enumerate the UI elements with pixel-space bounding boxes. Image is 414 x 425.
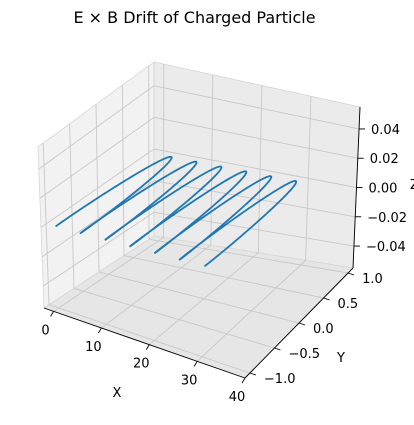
z-axis-title: Z: [410, 178, 414, 193]
x-axis-title: X: [113, 386, 122, 401]
gridline-y-floor: [48, 304, 251, 374]
gridline-y-floor: [98, 271, 300, 324]
gridline-z-left: [41, 180, 155, 258]
y-tick: [298, 322, 306, 326]
gridline-y-floor: [148, 238, 349, 274]
x-tick: [241, 377, 246, 384]
gridline-z-back: [153, 116, 358, 159]
gridline-z-back: [153, 85, 360, 130]
y-tick: [274, 347, 281, 351]
y-tick: [347, 272, 355, 276]
z-tick-label: −0.04: [366, 240, 406, 255]
chart-title: E × B Drift of Charged Particle: [73, 8, 316, 27]
y-tick-label: 0.5: [338, 297, 359, 312]
x-tick: [145, 344, 150, 350]
x-axis-line: [43, 307, 246, 379]
gridline-y-floor: [123, 255, 324, 299]
y-tick: [249, 372, 257, 376]
y-axis-title: Y: [336, 351, 345, 366]
x-tick: [50, 311, 54, 317]
x-tick-label: 10: [85, 340, 102, 355]
z-tick-label: 0.00: [369, 182, 398, 197]
y-tick-label: −1.0: [264, 372, 296, 387]
trajectory-line: [54, 155, 298, 268]
x-tick-label: 20: [133, 357, 150, 372]
z-tick-label: 0.02: [370, 152, 399, 167]
x-tick-label: 40: [229, 390, 246, 405]
gridline-z-back: [153, 180, 356, 218]
gridline-y-floor: [73, 287, 275, 349]
gridline-z-left: [39, 116, 155, 199]
y-tick-label: 0.0: [313, 322, 334, 337]
x-tick: [193, 361, 198, 367]
z-tick-label: −0.02: [367, 211, 407, 226]
gridline-z-left: [38, 85, 155, 170]
gridline-z-back: [153, 211, 355, 247]
gridline-z-back: [153, 148, 357, 188]
gridline-z-left: [42, 211, 155, 287]
x-tick: [98, 327, 102, 334]
y-tick-label: −0.5: [288, 347, 320, 362]
gridline-z-left: [40, 148, 155, 228]
x-tick-label: 0: [41, 323, 49, 338]
x-tick-label: 30: [181, 373, 198, 388]
y-tick-label: 1.0: [362, 272, 383, 287]
y-tick: [323, 297, 330, 301]
z-tick-label: 0.04: [371, 123, 400, 138]
